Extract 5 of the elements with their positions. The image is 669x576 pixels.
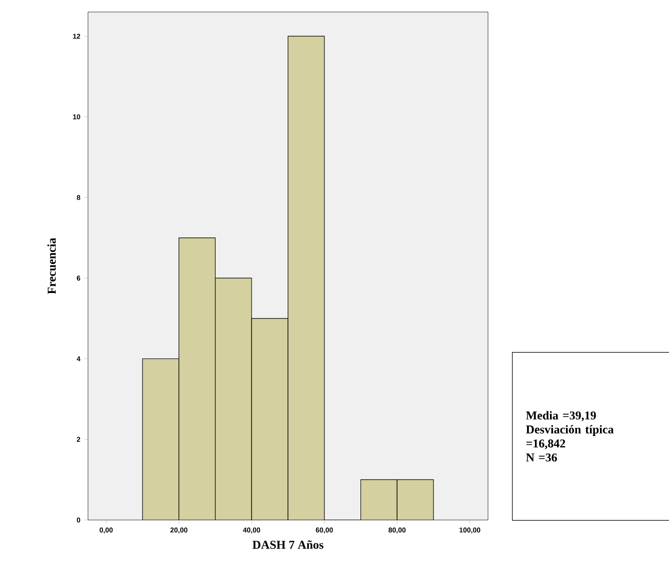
text: Media =39,19 bbox=[526, 411, 596, 422]
y-axis-title: Frecuencia bbox=[47, 238, 56, 294]
x-axis-title: DASH 7 Años bbox=[252, 540, 324, 549]
text: Desviación típica =16,842 bbox=[526, 425, 614, 450]
text: N =36 bbox=[526, 453, 557, 462]
